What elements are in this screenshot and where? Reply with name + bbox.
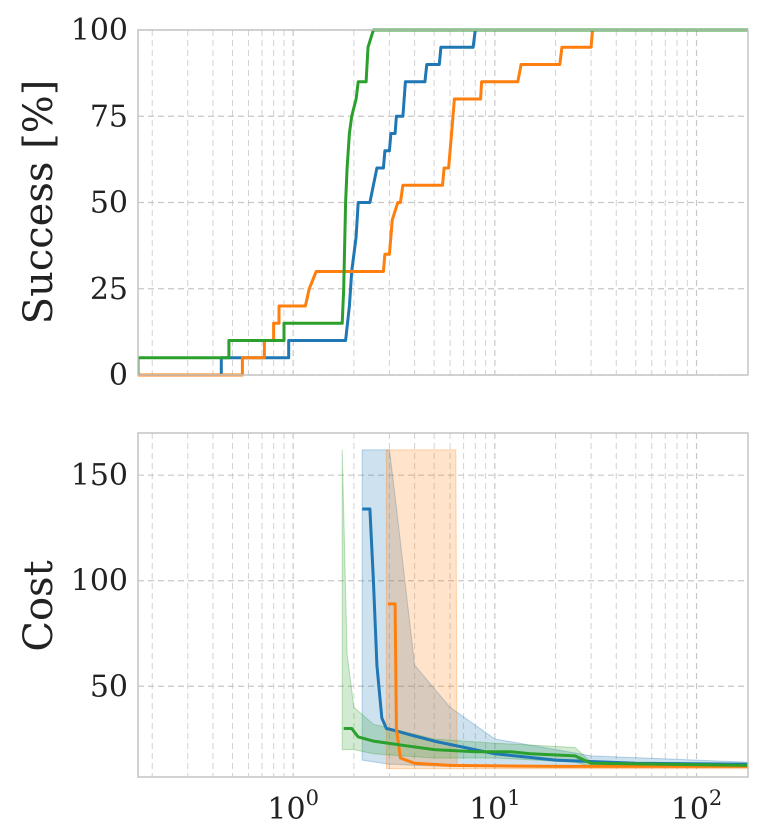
success-y-tick-label: 0	[109, 358, 128, 393]
tick-base: 10	[267, 792, 305, 827]
success-series	[138, 28, 748, 377]
success-chart: 0 25 50 75 100 Success [%]	[16, 13, 749, 393]
tick-base: 10	[469, 792, 507, 827]
success-y-tick-labels: 0 25 50 75 100	[71, 13, 128, 393]
tick-base: 10	[671, 792, 709, 827]
success-gridlines	[138, 29, 748, 376]
cost-x-tick-label: 100	[267, 786, 319, 827]
cost-x-tick-label: 101	[469, 786, 521, 827]
cost-y-tick-labels: 50 100 150	[71, 458, 128, 704]
success-y-tick-label: 50	[90, 186, 128, 221]
cost-x-tick-labels: 100 101 102	[267, 786, 722, 827]
success-y-axis-label: Success [%]	[16, 80, 62, 325]
success-line-series-2	[138, 28, 748, 377]
cost-plot-frame	[137, 432, 749, 778]
cost-y-axis-label: Cost	[16, 560, 62, 651]
cost-series	[343, 507, 748, 768]
success-y-tick-label: 25	[90, 272, 128, 307]
tick-exponent: 2	[709, 786, 722, 810]
success-plot-frame	[137, 29, 749, 376]
success-y-tick-label: 75	[90, 99, 128, 134]
tick-exponent: 1	[507, 786, 520, 810]
cost-line-series-3	[343, 727, 748, 767]
cost-y-tick-label: 100	[71, 564, 128, 599]
success-line-series-3	[138, 28, 748, 375]
success-line-series-1	[138, 28, 748, 377]
cost-y-tick-label: 50	[90, 669, 128, 704]
cost-x-tick-label: 102	[671, 786, 723, 827]
cost-band-series-2	[385, 449, 749, 770]
cost-line-series-2	[387, 602, 748, 768]
tick-exponent: 0	[306, 786, 319, 810]
success-y-tick-label: 100	[71, 13, 128, 48]
cost-line-series-1	[362, 507, 748, 766]
cost-y-tick-label: 150	[71, 458, 128, 493]
